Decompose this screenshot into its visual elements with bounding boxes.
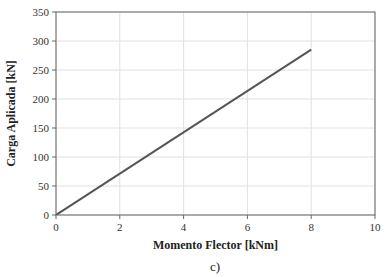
- grid: [56, 12, 375, 215]
- data: [56, 50, 311, 215]
- chart: 0246810050100150200250300350Momento Flec…: [0, 0, 391, 277]
- y-grid-line: [56, 41, 375, 42]
- y-tick: [52, 186, 56, 187]
- annotation: c): [210, 259, 220, 274]
- y-grid-line: [56, 157, 375, 158]
- plot-background: [56, 12, 375, 215]
- x-tick-label: 0: [53, 221, 59, 233]
- x-grid-line: [119, 12, 120, 215]
- x-tick-label: 6: [245, 221, 251, 233]
- x-tick-label: 2: [117, 221, 123, 233]
- x-axis-label: Momento Flector [kNm]: [153, 238, 278, 252]
- x-tick: [56, 215, 57, 219]
- y-tick: [52, 215, 56, 216]
- y-grid-line: [56, 186, 375, 187]
- x-tick: [311, 215, 312, 219]
- y-tick: [52, 157, 56, 158]
- y-tick: [52, 70, 56, 71]
- x-grid-line: [183, 12, 184, 215]
- y-grid-line: [56, 128, 375, 129]
- y-tick-label: 300: [33, 35, 50, 47]
- y-tick-label: 150: [33, 122, 50, 134]
- ticks: 0246810050100150200250300350: [33, 6, 382, 233]
- y-tick-label: 250: [33, 64, 50, 76]
- x-tick-label: 8: [308, 221, 314, 233]
- x-tick-label: 4: [181, 221, 187, 233]
- y-tick-label: 200: [33, 93, 50, 105]
- y-grid-line: [56, 70, 375, 71]
- y-grid-line: [56, 99, 375, 100]
- line: [56, 50, 311, 215]
- y-axis-label: Carga Aplicada [kN]: [4, 60, 18, 167]
- y-tick: [52, 12, 56, 13]
- y-tick: [52, 128, 56, 129]
- y-tick-label: 100: [33, 151, 50, 163]
- x-tick: [375, 215, 376, 219]
- y-tick-label: 350: [33, 6, 50, 18]
- x-tick: [119, 215, 120, 219]
- plot-frame: [56, 12, 375, 215]
- x-grid-line: [311, 12, 312, 215]
- x-tick: [183, 215, 184, 219]
- y-tick-label: 0: [44, 209, 50, 221]
- x-grid-line: [247, 12, 248, 215]
- y-tick: [52, 41, 56, 42]
- y-tick-label: 50: [38, 180, 50, 192]
- y-tick: [52, 99, 56, 100]
- x-tick: [247, 215, 248, 219]
- x-tick-label: 10: [370, 221, 382, 233]
